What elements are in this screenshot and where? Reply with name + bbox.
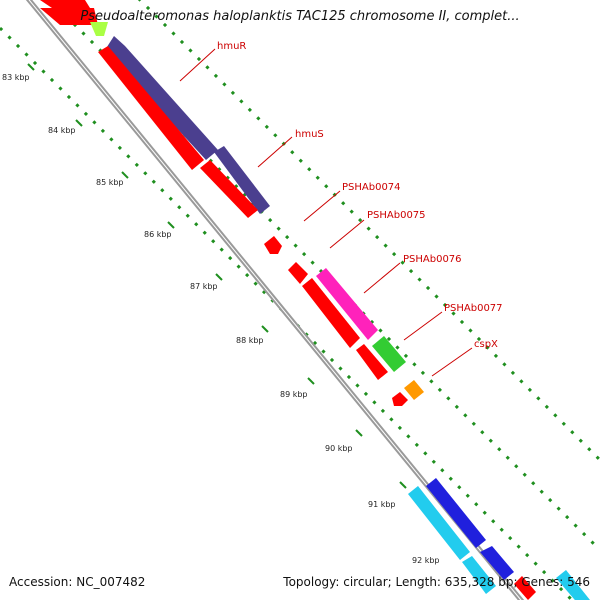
label-PSHAb0074: PSHAb0074 [342, 182, 401, 193]
tick-84: 84 kbp [48, 126, 76, 135]
gene-labels: hmuR hmuS PSHAb0074 PSHAb0075 PSHAb0076 … [217, 41, 503, 350]
tick-91: 91 kbp [368, 500, 396, 509]
gene-features[interactable] [40, 0, 590, 600]
gene-PSHAb0075[interactable] [288, 262, 308, 284]
cds-red-cspX[interactable] [392, 392, 408, 406]
gene-cyan-1[interactable] [408, 486, 470, 560]
gene-cyan-2[interactable] [462, 556, 496, 594]
gene-PSHAb0077[interactable] [372, 336, 406, 372]
label-PSHAb0077: PSHAb0077 [444, 303, 503, 314]
label-hmuS: hmuS [295, 129, 324, 140]
tick-87: 87 kbp [190, 282, 218, 291]
gene-red-bottom[interactable] [514, 576, 536, 600]
tick-90: 90 kbp [325, 444, 353, 453]
cds-red-hmuS[interactable] [200, 160, 258, 218]
gene-blue-1[interactable] [426, 478, 486, 548]
tick-marks [27, 63, 455, 543]
label-hmuR: hmuR [217, 41, 246, 52]
tick-86: 86 kbp [144, 230, 172, 239]
gene-label-leaders [179, 48, 473, 377]
accession-text: Accession: NC_007482 [9, 575, 146, 589]
gene-hmuS[interactable] [214, 146, 270, 214]
cds-top-lime[interactable] [90, 22, 108, 36]
cds-top-red-2[interactable] [40, 8, 98, 25]
gene-blue-2[interactable] [480, 546, 514, 580]
tick-92: 92 kbp [412, 556, 440, 565]
gene-hmuR[interactable] [105, 36, 218, 160]
gene-cspX[interactable] [404, 380, 424, 400]
label-cspX: cspX [474, 339, 498, 350]
tick-89: 89 kbp [280, 390, 308, 399]
tick-labels: 83 kbp 84 kbp 85 kbp 86 kbp 87 kbp 88 kb… [2, 73, 440, 565]
cds-red-0075-long[interactable] [302, 278, 360, 348]
tick-83: 83 kbp [2, 73, 30, 82]
cds-red-hmuR[interactable] [98, 46, 204, 170]
label-PSHAb0076: PSHAb0076 [403, 254, 462, 265]
tick-85: 85 kbp [96, 178, 124, 187]
topology-summary: Topology: circular; Length: 635,328 bp; … [283, 575, 590, 589]
gene-PSHAb0076[interactable] [316, 268, 378, 340]
cds-top-red[interactable] [40, 0, 90, 8]
cds-red-0077[interactable] [356, 344, 388, 380]
gene-cyan-bottom[interactable] [556, 570, 590, 600]
tick-88: 88 kbp [236, 336, 264, 345]
map-title: Pseudoalteromonas haloplanktis TAC125 ch… [80, 9, 520, 24]
label-PSHAb0075: PSHAb0075 [367, 210, 426, 221]
gene-PSHAb0074[interactable] [264, 236, 282, 254]
